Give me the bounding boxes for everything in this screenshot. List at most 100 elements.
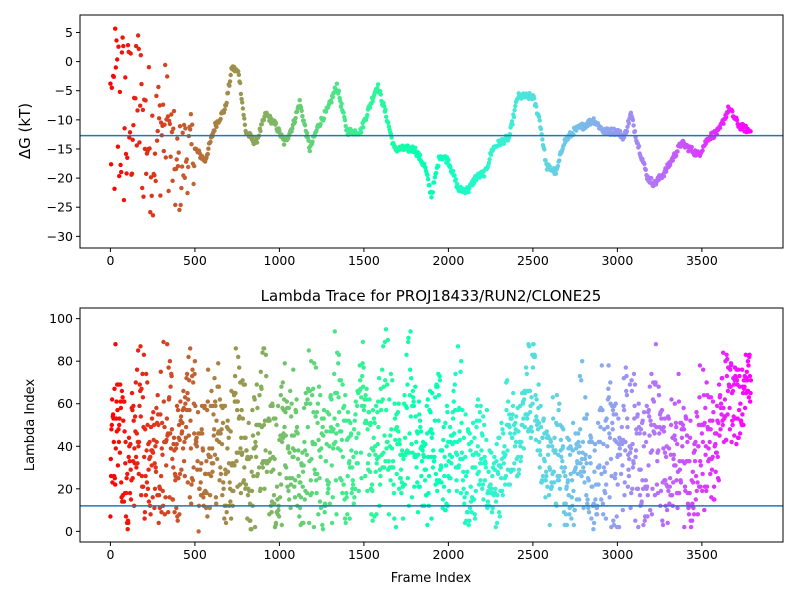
lambda-point	[501, 431, 506, 436]
lambda-point	[718, 401, 724, 406]
lambda-point	[463, 473, 469, 479]
delta-g-point	[140, 107, 146, 113]
lambda-point	[240, 378, 245, 383]
delta-g-point	[135, 33, 141, 38]
delta-g-point	[318, 121, 323, 127]
lambda-point	[243, 435, 248, 440]
lambda-point	[647, 414, 652, 419]
x-tick-label: 1500	[348, 547, 380, 562]
lambda-point	[643, 439, 649, 445]
lambda-point	[226, 435, 231, 440]
lambda-point	[507, 424, 512, 430]
lambda-point	[687, 490, 692, 496]
lambda-point	[360, 339, 366, 345]
lambda-point	[594, 512, 600, 517]
lambda-point	[204, 407, 210, 413]
lambda-point	[556, 478, 562, 483]
lambda-point	[173, 478, 178, 483]
lambda-point	[583, 416, 589, 421]
lambda-point	[248, 454, 254, 460]
lambda-point	[493, 486, 498, 491]
lambda-point	[339, 429, 344, 434]
lambda-point	[214, 418, 219, 423]
lambda-point	[297, 514, 302, 519]
delta-g-point	[228, 72, 233, 78]
lambda-point	[453, 371, 458, 377]
lambda-point	[314, 410, 320, 415]
lambda-point	[646, 407, 651, 413]
lambda-point	[311, 524, 317, 530]
lambda-point	[451, 399, 456, 404]
lambda-point	[127, 490, 133, 496]
lambda-point	[716, 478, 721, 483]
lambda-point	[711, 484, 717, 489]
lambda-point	[651, 399, 657, 404]
lambda-point	[345, 473, 350, 479]
lambda-point	[242, 465, 247, 470]
lambda-point	[721, 350, 726, 355]
lambda-point	[211, 412, 216, 417]
lambda-point	[653, 380, 658, 385]
delta-g-point	[301, 118, 306, 123]
lambda-point	[673, 437, 678, 443]
lambda-point	[252, 524, 258, 530]
lambda-point	[736, 435, 741, 440]
lambda-point	[641, 410, 647, 415]
lambda-point	[393, 437, 398, 443]
lambda-point	[109, 427, 114, 432]
lambda-point	[444, 444, 449, 449]
lambda-point	[537, 465, 542, 470]
lambda-point	[182, 395, 188, 400]
lambda-point	[143, 427, 148, 432]
lambda-point	[430, 431, 435, 436]
lambda-point	[602, 427, 607, 432]
lambda-point	[393, 524, 399, 530]
lambda-point	[483, 465, 489, 470]
delta-g-point	[123, 151, 129, 157]
lambda-point	[223, 520, 229, 526]
lambda-point	[179, 429, 185, 434]
delta-g-point	[334, 81, 340, 86]
lambda-point	[225, 418, 230, 423]
lambda-point	[343, 393, 348, 398]
lambda-point	[302, 439, 307, 445]
delta-g-point	[208, 139, 213, 145]
delta-g-point	[261, 117, 267, 123]
lambda-point	[136, 471, 141, 477]
lambda-point	[701, 393, 707, 398]
lambda-point	[633, 454, 638, 460]
delta-g-point	[119, 169, 124, 175]
lambda-point	[598, 424, 603, 430]
lambda-point	[417, 484, 422, 489]
lambda-point	[574, 446, 579, 451]
lambda-point	[330, 446, 336, 451]
lambda-point	[451, 431, 457, 436]
lambda-point	[167, 395, 172, 400]
lambda-point	[578, 427, 583, 432]
lambda-point	[579, 378, 584, 383]
lambda-point	[695, 512, 700, 517]
lambda-point	[279, 384, 284, 389]
lambda-point	[407, 393, 413, 398]
lambda-point	[666, 446, 672, 451]
lambda-point	[415, 431, 420, 436]
lambda-point	[406, 339, 411, 345]
delta-g-point	[675, 149, 680, 154]
lambda-point	[142, 510, 148, 515]
lambda-point	[376, 424, 381, 430]
lambda-point	[527, 388, 533, 394]
lambda-point	[607, 495, 612, 500]
lambda-point	[284, 476, 289, 481]
lambda-point	[174, 505, 179, 511]
lambda-point	[394, 424, 400, 430]
lambda-point	[660, 522, 666, 528]
lambda-point	[172, 510, 177, 515]
lambda-point	[321, 407, 327, 413]
lambda-point	[740, 390, 746, 396]
lambda-point	[132, 446, 137, 451]
lambda-point	[186, 397, 191, 402]
delta-g-point	[649, 175, 654, 181]
lambda-point	[142, 454, 147, 460]
lambda-point	[666, 488, 671, 494]
delta-g-point	[148, 175, 154, 180]
